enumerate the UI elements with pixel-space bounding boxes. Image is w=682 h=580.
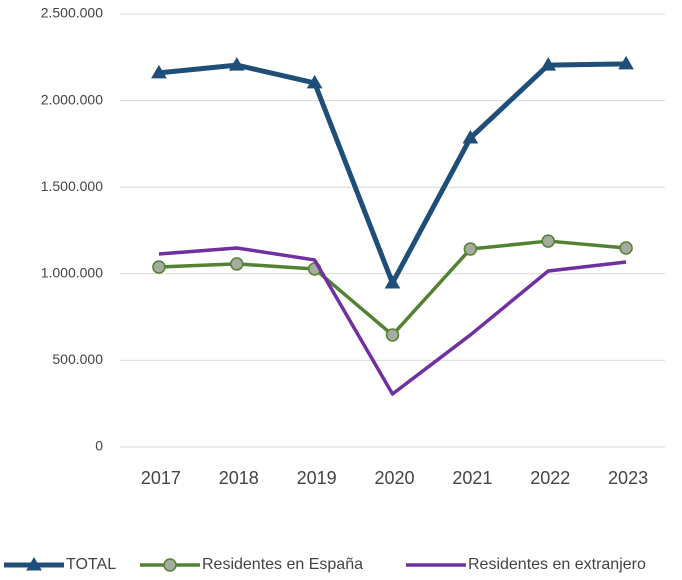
x-tick-label: 2018 [219,468,259,488]
marker [462,130,479,144]
x-tick-label: 2021 [452,468,492,488]
marker [619,241,633,255]
marker [618,55,634,70]
x-tick-label: 2017 [141,468,181,488]
marker [26,557,42,571]
legend-label: Residentes en España [202,556,363,573]
marker [230,257,244,271]
y-tick-label: 0 [95,438,103,454]
legend-label: TOTAL [66,556,116,573]
marker [163,558,177,572]
marker [151,64,167,79]
marker [463,242,478,256]
marker [541,234,555,248]
series-line [158,246,627,396]
x-tick-label: 2020 [374,468,414,488]
y-tick-label: 2.000.000 [41,91,103,107]
marker [152,260,166,274]
marker [228,57,245,71]
y-tick-label: 1.000.000 [41,265,103,281]
marker [385,328,400,342]
x-tick-label: 2022 [530,468,570,488]
x-tick-label: 2019 [297,468,337,488]
marker [384,274,401,289]
y-tick-label: 500.000 [52,351,103,367]
marker [306,74,323,89]
x-tick-label: 2023 [608,468,648,488]
marker [540,57,557,71]
y-tick-label: 1.500.000 [41,178,103,194]
legend-label: Residentes en extranjero [468,556,646,573]
y-tick-label: 2.500.000 [41,5,103,21]
